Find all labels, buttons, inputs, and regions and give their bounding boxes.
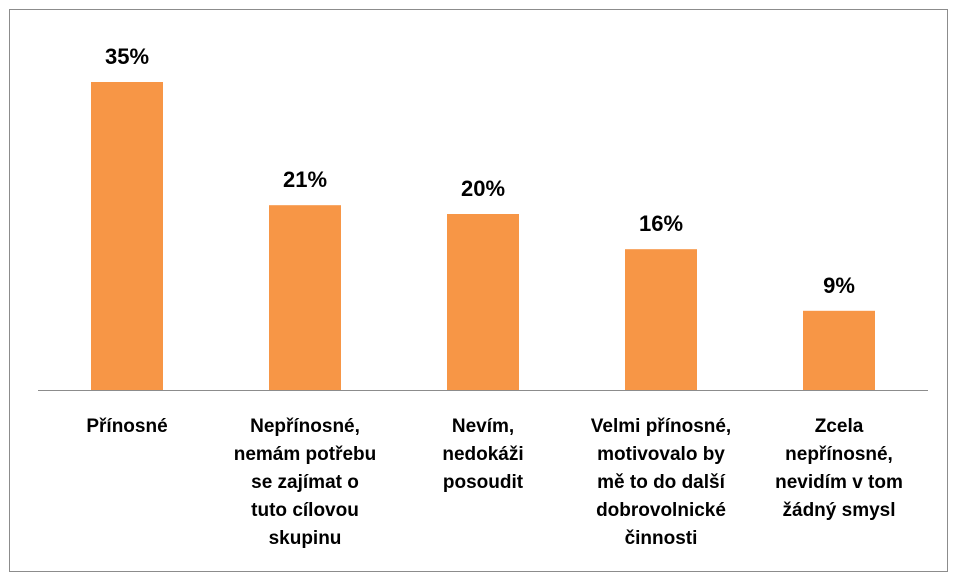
bar [803, 310, 875, 390]
x-tick-label: Zcela nepřínosné, nevidím v tom žádný smysl [775, 416, 903, 521]
x-tick-label: Přínosné [86, 416, 167, 437]
value-label: 21% [283, 167, 327, 192]
x-tick-label: Velmi přínosné, motivovalo by mě to do dal… [591, 416, 731, 549]
bar [91, 82, 163, 390]
value-label: 20% [461, 176, 505, 201]
x-tick-label: Nepřínosné, nemám potřebu se zajímat o tuto… [234, 416, 377, 549]
bar [625, 249, 697, 390]
bar [447, 214, 519, 390]
value-label: 16% [639, 211, 683, 236]
value-label: 9% [823, 273, 855, 298]
x-tick-label: Nevím, nedokáži posoudit [442, 416, 523, 493]
value-label: 35% [105, 44, 149, 69]
bar [269, 205, 341, 390]
